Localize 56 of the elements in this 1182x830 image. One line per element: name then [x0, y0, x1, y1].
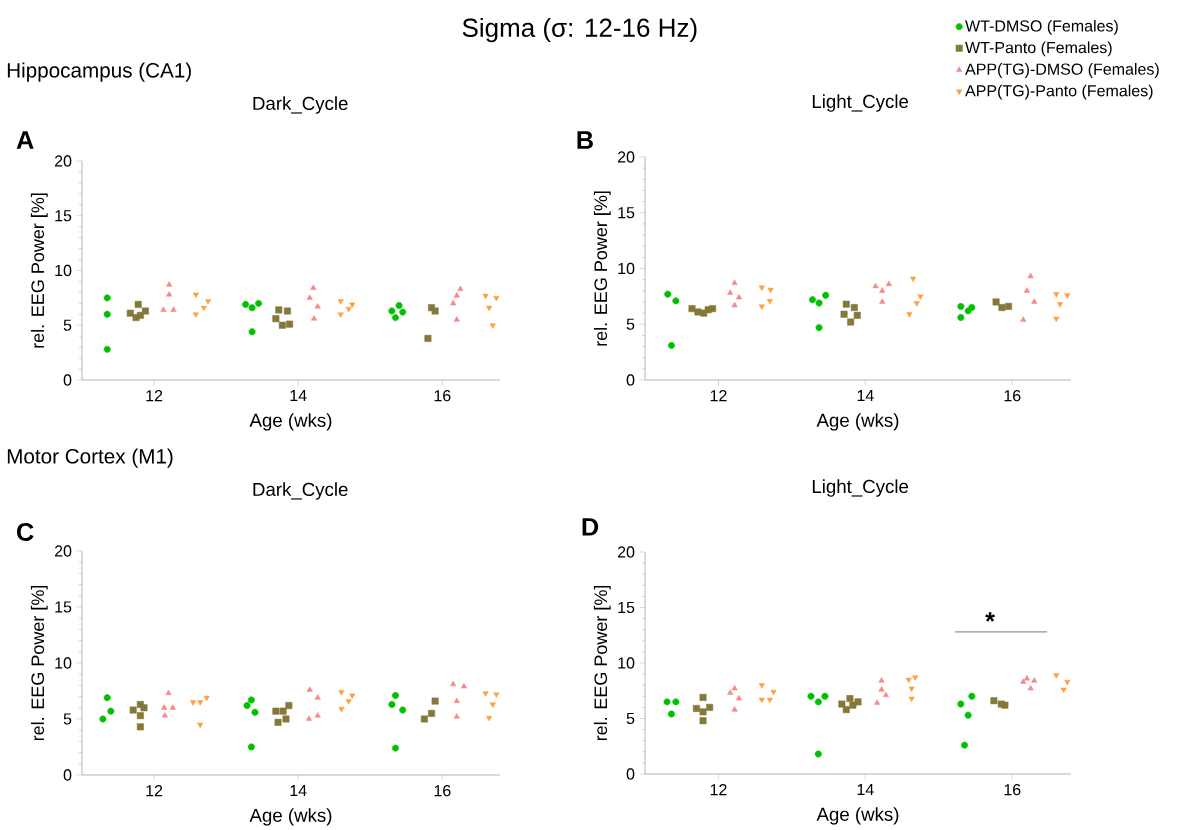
- y-tick-label: 20: [54, 155, 72, 167]
- legend-label: APP(TG)-Panto (Females): [965, 84, 1153, 100]
- text: C: [17, 522, 34, 541]
- x-tick-label: 12: [146, 390, 163, 402]
- y-tick-label: 5: [63, 713, 72, 725]
- legend-label: WT-DMSO (Females): [965, 19, 1118, 35]
- text: B: [577, 131, 593, 149]
- x-tick-label: 16: [1004, 784, 1021, 796]
- y-tick-label: 0: [626, 768, 635, 780]
- x-tick-label: 16: [434, 390, 451, 402]
- x-tick-label: 16: [1004, 390, 1021, 402]
- chart-title: Light_Cycle: [812, 94, 909, 112]
- x-axis-title: Age (wks): [816, 807, 899, 825]
- x-tick-label: 12: [710, 390, 727, 402]
- y-tick-label: 15: [55, 210, 72, 222]
- chart-title: Dark_Cycle: [253, 482, 348, 500]
- y-axis-title: rel. EEG Power [%]: [593, 585, 611, 741]
- x-tick-label: 14: [290, 785, 307, 797]
- chart-title: Dark_Cycle: [253, 96, 348, 114]
- y-axis-title: rel. EEG Power [%]: [593, 191, 611, 346]
- x-axis-title: Age (wks): [249, 413, 332, 431]
- y-tick-label: 5: [63, 319, 72, 331]
- y-tick-label: 15: [618, 601, 635, 614]
- x-axis-title: Age (wks): [249, 808, 332, 826]
- x-tick-label: 16: [434, 785, 451, 797]
- legend-label: APP(TG)-DMSO (Females): [965, 63, 1159, 78]
- y-tick-label: 15: [55, 601, 72, 613]
- text: A: [16, 131, 34, 149]
- y-tick-label: 5: [626, 318, 635, 330]
- y-tick-label: 15: [618, 207, 635, 219]
- text: Motor Cortex (M1): [7, 448, 173, 468]
- y-tick-label: 10: [55, 264, 72, 277]
- y-tick-label: 20: [617, 546, 635, 558]
- x-tick-label: 12: [146, 785, 163, 797]
- legend-label: WT-Panto (Females): [965, 41, 1112, 57]
- y-axis-title: rel. EEG Power [%]: [30, 193, 48, 348]
- x-tick-label: 14: [857, 784, 874, 796]
- y-tick-label: 10: [618, 262, 635, 275]
- x-axis-title: Age (wks): [816, 413, 899, 431]
- y-tick-label: 20: [54, 545, 72, 557]
- y-tick-label: 0: [63, 769, 72, 781]
- x-tick-label: 14: [857, 390, 874, 402]
- chart-title: Light_Cycle: [812, 479, 909, 497]
- y-tick-label: 20: [617, 151, 635, 163]
- y-tick-label: 0: [63, 374, 72, 386]
- y-tick-label: 10: [55, 657, 72, 669]
- x-tick-label: 12: [710, 784, 727, 796]
- y-tick-label: 0: [626, 374, 635, 386]
- x-tick-label: 14: [290, 390, 307, 402]
- text: D: [582, 518, 599, 536]
- y-tick-label: 5: [626, 712, 635, 725]
- text: Sigma (σ: 12-16 Hz): [462, 17, 697, 43]
- annotation: *: [985, 612, 995, 622]
- y-axis-title: rel. EEG Power [%]: [30, 585, 48, 741]
- text: Hippocampus (CA1): [7, 62, 191, 82]
- y-tick-label: 10: [618, 657, 635, 669]
